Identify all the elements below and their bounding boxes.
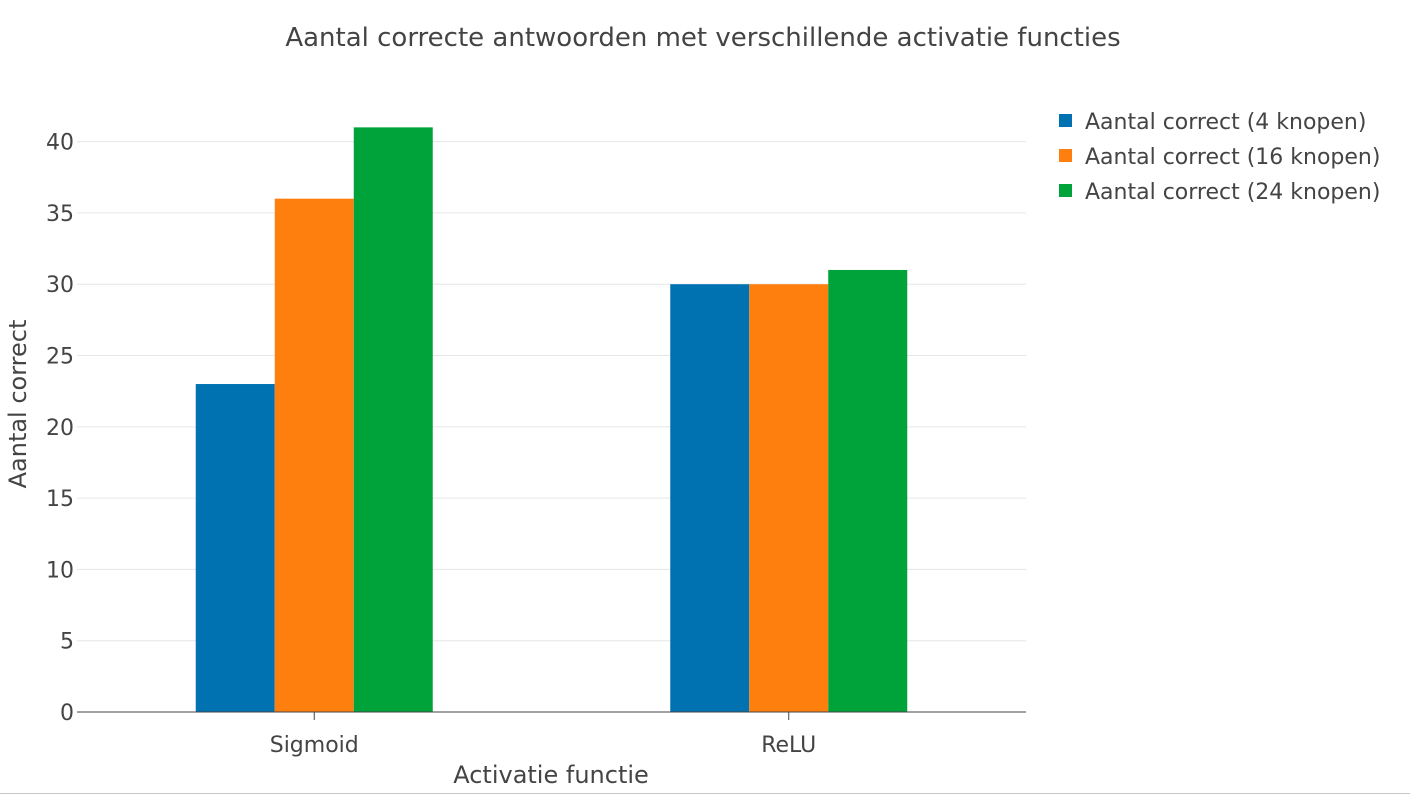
legend[interactable]: Aantal correct (4 knopen) Aantal correct … [1059,110,1380,205]
bottom-divider [0,793,1410,794]
legend-swatch [1059,184,1072,197]
y-tick-label: 5 [60,630,74,655]
bar-sigmoid-series-2[interactable] [274,198,354,712]
x-tick-label: Sigmoid [270,733,359,758]
y-tick-label: 35 [46,202,74,227]
chart-title: Aantal correcte antwoorden met verschill… [285,23,1120,53]
legend-swatch [1059,114,1072,127]
axes: 0 5 10 15 20 25 30 35 40 Sigmoid ReLU [46,131,1026,758]
y-axis-title: Aantal correct [4,320,32,489]
y-tick-label: 15 [46,487,74,512]
y-tick-label: 40 [46,131,74,156]
bar-relu-series-1[interactable] [670,284,750,712]
y-tick-label: 10 [46,558,74,583]
bars [195,127,908,713]
legend-swatch [1059,149,1072,162]
bar-sigmoid-series-3[interactable] [353,127,433,713]
legend-label[interactable]: Aantal correct (4 knopen) [1085,110,1366,135]
legend-label[interactable]: Aantal correct (16 knopen) [1085,145,1380,170]
y-tick-label: 30 [46,273,74,298]
bar-sigmoid-series-1[interactable] [195,384,275,712]
x-axis-title: Activatie functie [453,761,649,789]
legend-label[interactable]: Aantal correct (24 knopen) [1085,180,1380,205]
bar-relu-series-2[interactable] [749,284,829,712]
x-tick-label: ReLU [761,733,816,758]
y-tick-label: 0 [60,701,74,726]
bar-relu-series-3[interactable] [828,269,908,712]
y-tick-label: 20 [46,416,74,441]
y-tick-label: 25 [46,345,74,370]
